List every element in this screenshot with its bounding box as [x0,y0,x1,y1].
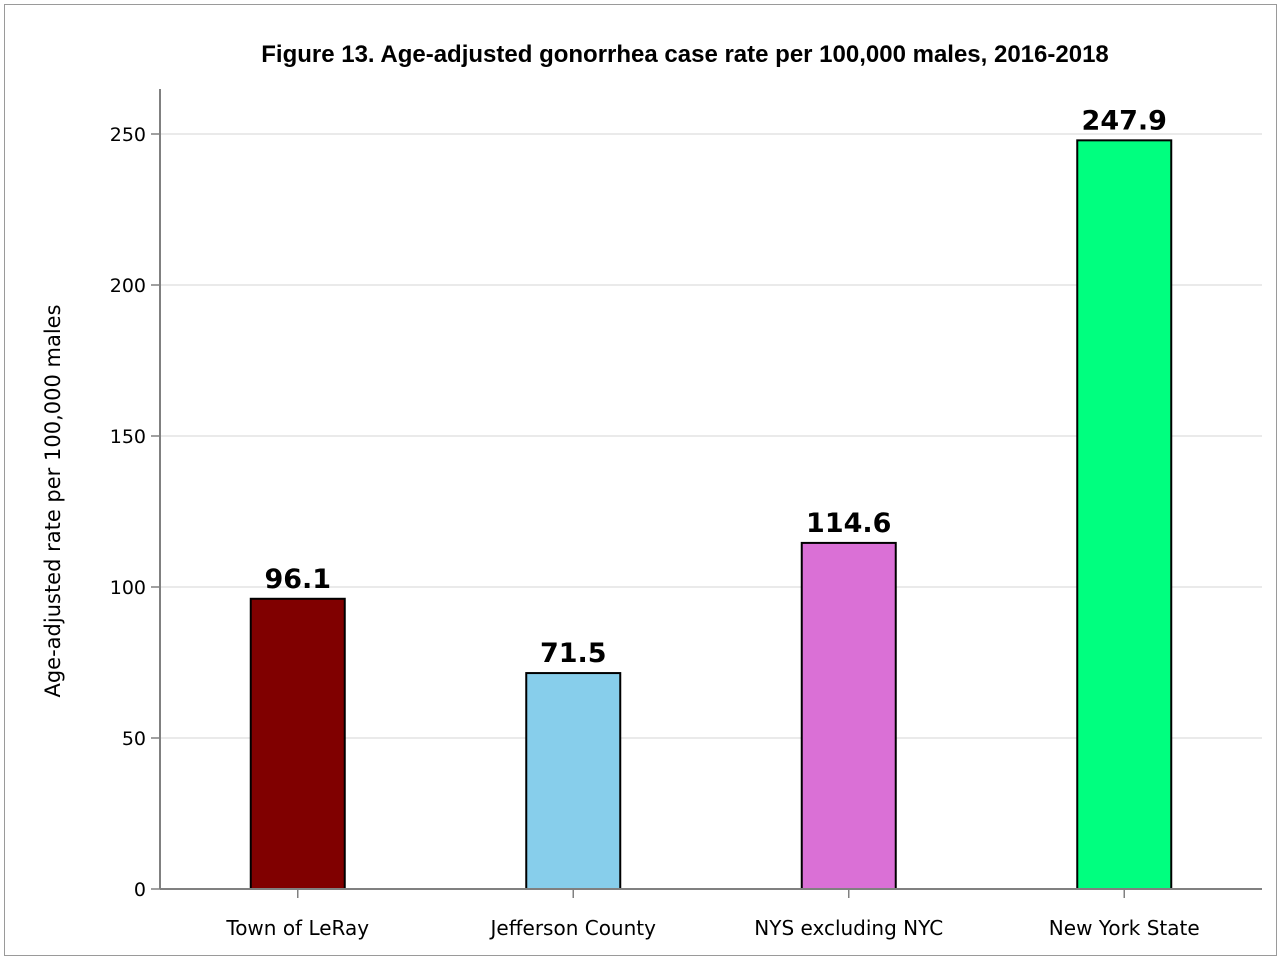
axes [159,89,1262,890]
x-tick-label: New York State [1049,916,1200,940]
y-tick-label: 0 [134,879,146,901]
chart-figure: Figure 13. Age-adjusted gonorrhea case r… [4,4,1277,956]
bar [249,597,346,890]
bar [800,541,897,891]
data-label: 71.5 [540,638,607,669]
bar [1076,139,1173,891]
x-tick-label: NYS excluding NYC [754,916,943,940]
data-label: 96.1 [264,564,331,595]
y-axis-label: Age-adjusted rate per 100,000 males [41,304,65,697]
data-label: 114.6 [806,508,891,539]
x-axis-ticks: Town of LeRay Jefferson County NYS excludi… [225,889,1200,940]
y-axis-ticks: 0 50 100 150 200 250 [110,124,160,901]
bar-chart: Figure 13. Age-adjusted gonorrhea case r… [41,41,1262,940]
data-label: 247.9 [1082,105,1167,136]
y-tick-label: 250 [110,124,146,146]
y-tick-label: 50 [122,728,146,750]
y-tick-label: 200 [110,275,146,297]
bars [249,139,1173,891]
x-tick-label: Town of LeRay [225,916,369,940]
y-tick-label: 150 [110,426,146,448]
chart-title: Figure 13. Age-adjusted gonorrhea case r… [261,41,1109,68]
data-labels: 96.1 71.5 114.6 247.9 [264,105,1167,669]
y-tick-label: 100 [110,577,146,599]
x-tick-label: Jefferson County [489,916,657,940]
bar [525,672,622,890]
